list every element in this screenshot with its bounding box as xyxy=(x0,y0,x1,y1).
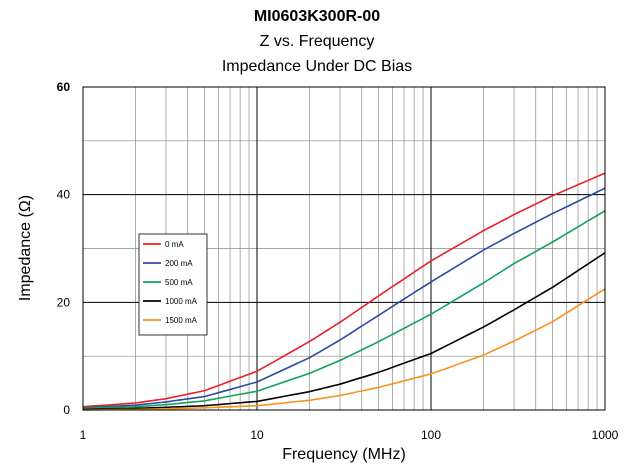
x-tick-label: 100 xyxy=(421,428,441,442)
y-tick-label: 40 xyxy=(57,188,71,202)
chart-subtitle-1: Z vs. Frequency xyxy=(260,33,375,50)
series-layer xyxy=(82,172,606,411)
series-line xyxy=(82,252,606,411)
x-tick-labels: 1 10 100 1000 xyxy=(80,428,619,442)
legend-label: 500 mA xyxy=(165,278,193,287)
minor-gridlines xyxy=(83,87,605,410)
x-tick-label: 10 xyxy=(250,428,264,442)
x-axis-label: Frequency (MHz) xyxy=(282,446,406,463)
x-tick-label: 1000 xyxy=(592,428,619,442)
y-axis-label: Impedance (Ω) xyxy=(17,195,34,301)
y-tick-label: 0 xyxy=(63,403,70,417)
y-tick-labels: 0 20 40 60 xyxy=(57,80,71,417)
legend-label: 200 mA xyxy=(165,259,193,268)
x-tick-label: 1 xyxy=(80,428,87,442)
plot-frame xyxy=(82,86,606,411)
legend-label: 1500 mA xyxy=(165,316,198,325)
chart-subtitle-2: Impedance Under DC Bias xyxy=(222,58,412,75)
chart-title: MI0603K300R-00 xyxy=(254,8,380,25)
series-line xyxy=(82,172,606,408)
legend-label: 0 mA xyxy=(165,240,184,249)
legend-label: 1000 mA xyxy=(165,297,198,306)
y-tick-label: 20 xyxy=(57,295,71,309)
legend-box xyxy=(138,233,208,336)
series-line xyxy=(82,288,606,411)
y-tick-label: 60 xyxy=(57,80,71,94)
series-line xyxy=(82,210,606,410)
series-line xyxy=(82,187,606,409)
legend: 0 mA 200 mA 500 mA 1000 mA 1500 mA xyxy=(138,233,208,336)
